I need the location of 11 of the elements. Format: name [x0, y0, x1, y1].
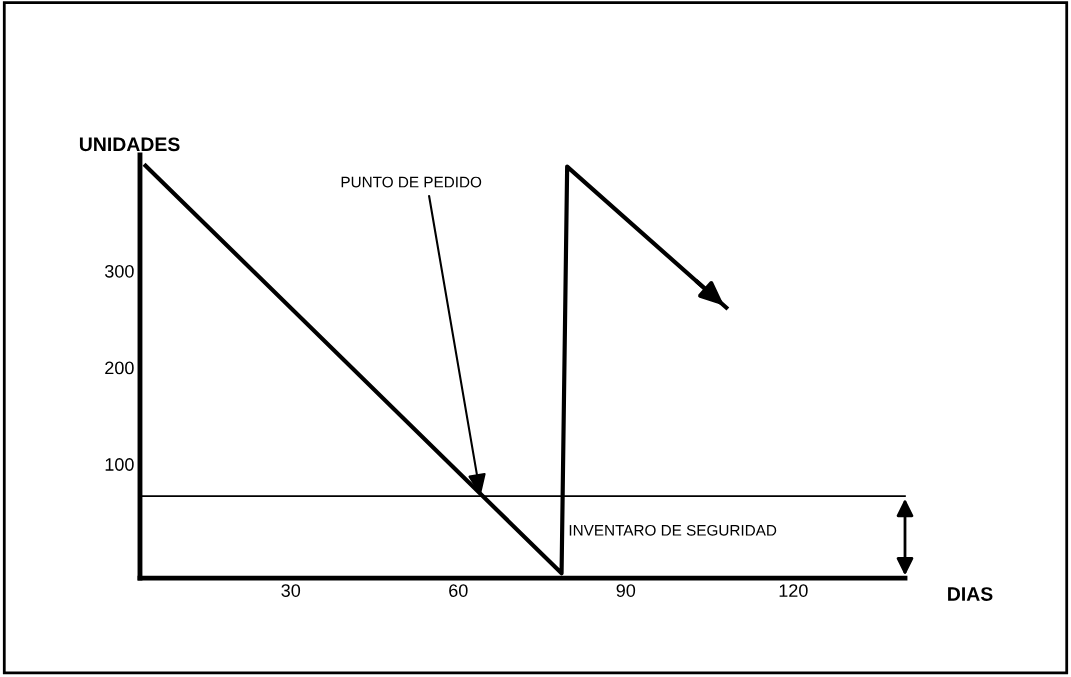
y-tick-label: 300: [104, 264, 134, 278]
y-tick-label: 200: [105, 361, 134, 375]
annotation: INVENTARO DE SEGURIDAD: [569, 524, 777, 536]
x-tick-label: 30: [281, 584, 301, 597]
y-axis-title: UNIDADES: [79, 137, 180, 152]
x-tick-label: 60: [449, 584, 468, 597]
y-tick-label: 100: [105, 458, 134, 471]
x-axis-title: DIAS: [948, 587, 993, 601]
x-tick-label: 90: [616, 584, 636, 597]
x-tick-label: 120: [779, 584, 808, 597]
annotation: PUNTO DE PEDIDO: [341, 176, 482, 188]
